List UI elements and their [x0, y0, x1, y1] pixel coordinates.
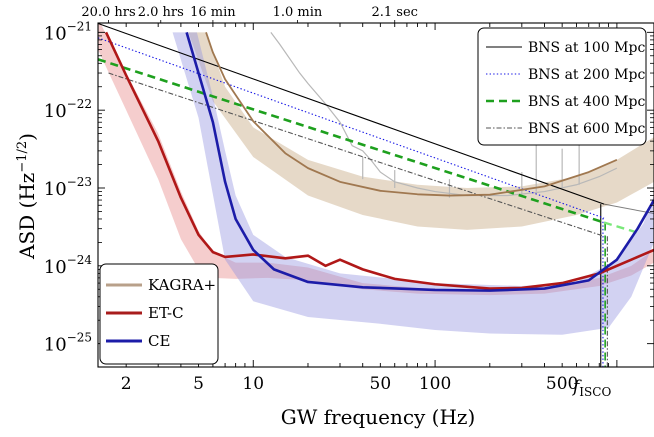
- top-axis-time-label: 20.0 hrs: [81, 5, 135, 20]
- ce-curve: [185, 31, 654, 292]
- top-axis-time-labels: 20.0 hrs 2.0 hrs 16 min 1.0 min 2.1 sec: [81, 5, 418, 23]
- x-tick-label: 50: [370, 374, 392, 394]
- legend-detector-label: CE: [148, 332, 170, 350]
- legend-bns-box: [477, 27, 647, 146]
- y-axis-label: ASD (Hz−1/2): [15, 133, 39, 260]
- legend-detector-label: KAGRA+: [148, 276, 216, 294]
- y-tick-label: 10−22: [44, 97, 92, 122]
- bns-line-3: [98, 58, 605, 224]
- x-tick-label: 500: [546, 374, 578, 394]
- legend-bns-label: BNS at 200 Mpc: [528, 67, 645, 83]
- plot-frame: [97, 22, 654, 368]
- legend-bns-label: BNS at 600 Mpc: [528, 121, 645, 137]
- top-axis-time-label: 2.0 hrs: [138, 5, 184, 20]
- top-axis-time-label: 1.0 min: [273, 5, 323, 20]
- y-tick-label: 10−25: [44, 331, 92, 356]
- y-tick-label: 10−23: [44, 175, 92, 200]
- gray-noise-curve: [270, 31, 618, 197]
- isco-tick: fISCO: [571, 377, 611, 399]
- bns-line-1: [98, 23, 605, 205]
- y-tick-label: 10−24: [44, 253, 93, 278]
- y-tick-label: 10−21: [44, 19, 92, 44]
- y-ticks: 10−21 10−22 10−23 10−24 10−25: [44, 19, 654, 356]
- x-tick-label: 100: [419, 374, 451, 394]
- bns-lines-layer: [98, 23, 654, 367]
- gray-curve-layer: [270, 31, 618, 198]
- bns-line-1-extension: [603, 203, 654, 215]
- top-axis-time-label: 16 min: [190, 5, 236, 20]
- legend-detectors-box: [99, 263, 219, 365]
- legend-bns-label: BNS at 100 Mpc: [528, 40, 645, 56]
- legend-detectors: KAGRA+ ET-C CE: [99, 263, 219, 365]
- legend-bns-label: BNS at 400 Mpc: [528, 94, 645, 110]
- et-c-curve: [104, 31, 654, 290]
- isco-tick-label: fISCO: [571, 377, 611, 399]
- x-tick-label: 2: [121, 374, 132, 394]
- x-tick-label: 5: [193, 374, 204, 394]
- x-axis-label: GW frequency (Hz): [281, 405, 476, 429]
- kagra--band: [188, 32, 654, 230]
- plot-area: [98, 23, 654, 367]
- kagra--curve: [205, 32, 618, 197]
- sensitivity-curves: [104, 31, 654, 292]
- x-tick-label: 10: [242, 374, 264, 394]
- legend-bns: BNS at 100 Mpc BNS at 200 Mpc BNS at 400 M…: [477, 27, 647, 146]
- bns-line-4: [108, 72, 605, 237]
- bns-line-2: [98, 37, 605, 219]
- top-axis-time-label: 2.1 sec: [372, 5, 418, 20]
- legend-detector-label: ET-C: [148, 304, 184, 322]
